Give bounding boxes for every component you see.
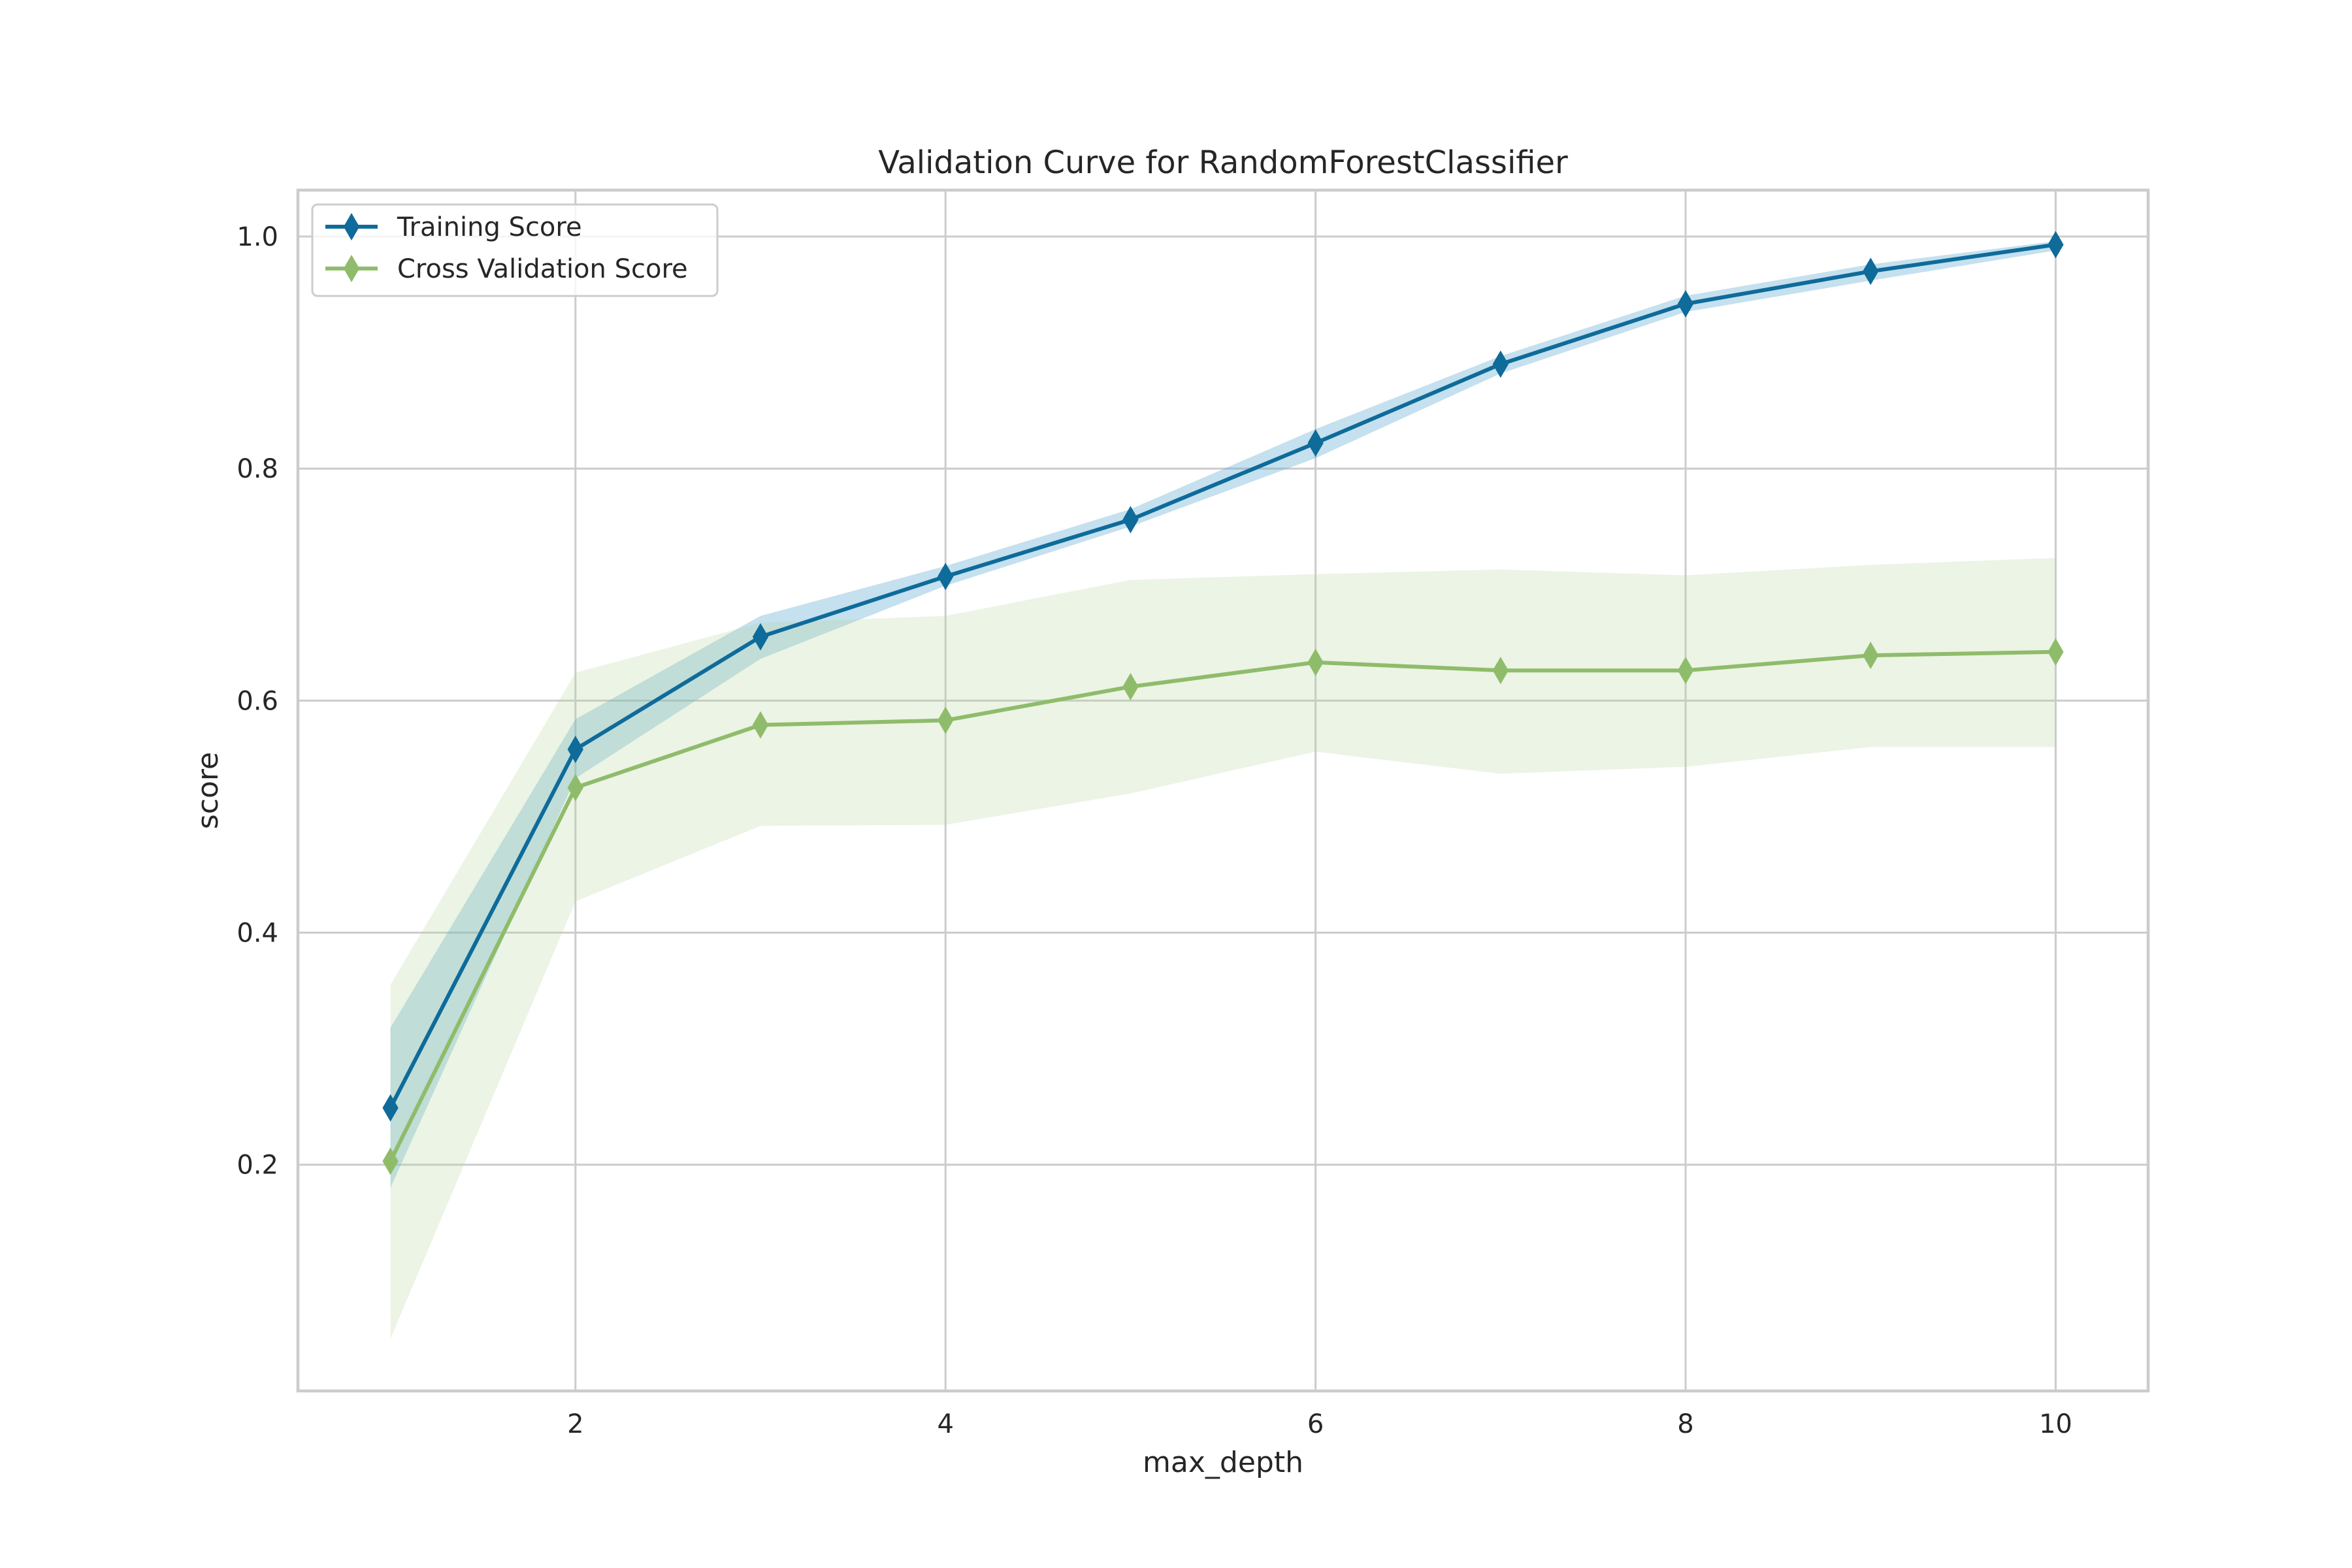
- x-tick-label: 6: [1307, 1409, 1324, 1439]
- legend-training-score-marker: [343, 213, 360, 240]
- training-score-line: [388, 242, 2056, 1109]
- cross-validation-score-point: [938, 706, 954, 734]
- training-score-point: [1122, 506, 1139, 534]
- cross-validation-score-line: [388, 649, 2056, 1162]
- legend-cross-validation-score-label: Cross Validation Score: [397, 254, 688, 284]
- training-score-point: [2048, 231, 2064, 259]
- y-gridlines: [298, 235, 2148, 1166]
- y-tick-label: 0.6: [237, 686, 278, 716]
- x-tick-labels: 2 4 6 8 10: [567, 1409, 2072, 1439]
- training-score-point: [1492, 350, 1509, 378]
- x-tick-label: 10: [2039, 1409, 2072, 1439]
- training-score-point: [752, 623, 769, 651]
- cross-validation-score-point: [567, 774, 583, 802]
- y-tick-label: 1.0: [237, 222, 278, 252]
- chart-title: Validation Curve for RandomForestClassif…: [878, 144, 1568, 181]
- y-tick-label: 0.8: [237, 454, 278, 484]
- x-axis-label: max_depth: [1143, 1446, 1303, 1479]
- legend-cross-validation-score-marker: [343, 255, 360, 282]
- score-lines: [388, 242, 2056, 1162]
- x-tick-label: 2: [567, 1409, 583, 1439]
- y-tick-label: 0.4: [237, 919, 278, 949]
- y-tick-labels: 0.2 0.4 0.6 0.8 1.0: [237, 222, 278, 1181]
- y-axis-label: score: [191, 752, 225, 829]
- training-score-point: [1307, 429, 1324, 457]
- training-score-point: [382, 1094, 399, 1122]
- training-score-point: [938, 563, 954, 591]
- legend-training-score-label: Training Score: [397, 212, 582, 242]
- x-tick-label: 4: [937, 1409, 953, 1439]
- cross-validation-score-point: [382, 1147, 399, 1175]
- cross-validation-score-point: [752, 711, 769, 739]
- cross-validation-score-point: [1122, 673, 1139, 701]
- score-markers: [382, 231, 2064, 1175]
- x-tick-label: 8: [1677, 1409, 1693, 1439]
- y-tick-label: 0.2: [237, 1151, 278, 1181]
- training-score-point: [1863, 257, 1879, 286]
- cross-validation-score-band: [390, 557, 2056, 1339]
- legend: Training Score Cross Validation Score: [311, 203, 719, 297]
- training-score-point: [1677, 290, 1694, 318]
- cross-validation-score-point: [1307, 648, 1324, 676]
- score-bands: [390, 241, 2056, 1339]
- cross-validation-score-point: [2048, 638, 2064, 666]
- training-score-point: [567, 735, 583, 763]
- cross-validation-score-point: [1863, 642, 1879, 670]
- cross-validation-score-point: [1677, 657, 1694, 685]
- cross-validation-score-point: [1492, 657, 1509, 685]
- plot-frame: [296, 188, 2150, 1393]
- plot-area: [298, 190, 2148, 1391]
- legend-box: [311, 203, 719, 297]
